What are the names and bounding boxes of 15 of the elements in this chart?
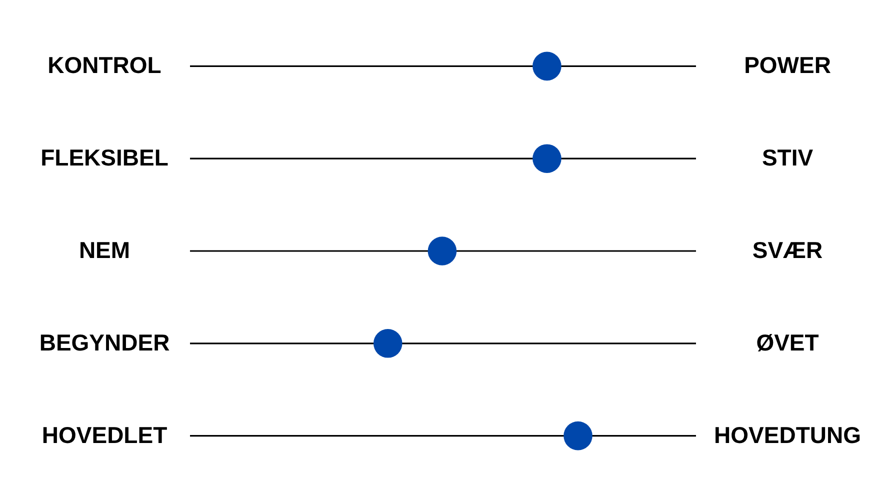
y-tick-label: HOVEDLET <box>42 422 168 448</box>
y2-tick-label: ØVET <box>756 329 819 356</box>
y2-tick-label: SVÆR <box>752 237 824 263</box>
y-tick-label: KONTROL <box>48 52 162 78</box>
y-tick-label: FLEKSIBEL <box>40 144 168 171</box>
y-tick-label: NEM <box>78 237 130 263</box>
y2-tick-label: POWER <box>744 52 832 78</box>
y2-tick-label: STIV <box>762 144 814 171</box>
point <box>428 236 457 266</box>
point <box>564 421 592 450</box>
point <box>532 144 562 173</box>
point <box>532 52 562 81</box>
point <box>373 329 402 358</box>
y-tick-label: BEGYNDER <box>39 329 170 356</box>
y2-tick-label: HOVEDTUNG <box>714 422 861 448</box>
